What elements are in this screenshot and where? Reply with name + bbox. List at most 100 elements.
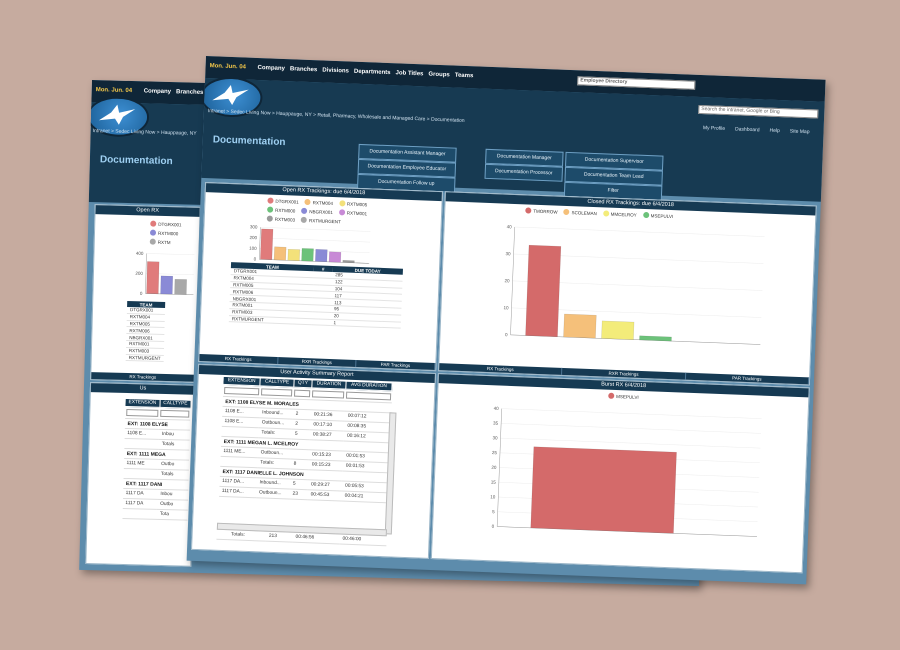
column-filter-input[interactable]: [160, 409, 190, 418]
utility-link[interactable]: Help: [769, 127, 780, 135]
site-search-input[interactable]: Search the intranet, Google or Bing: [698, 104, 819, 119]
table-cell: 00:04:21: [341, 491, 388, 503]
filter-cell: [159, 407, 191, 421]
bar-DTGRX001[interactable]: [146, 261, 160, 295]
panel-tabs: RX Trackings: [91, 372, 196, 382]
legend-item[interactable]: RXTM000: [267, 206, 295, 213]
bar-NBGRX001[interactable]: [315, 249, 328, 263]
nav-item-1[interactable]: Branches: [289, 66, 318, 74]
utility-link[interactable]: My Profile: [702, 125, 726, 132]
legend-label: DTGRX001: [275, 198, 299, 205]
panel-tab[interactable]: RX Trackings: [91, 372, 196, 382]
legend-item[interactable]: SCOLEMAN: [563, 208, 597, 216]
legend-item[interactable]: RXTMURGENT: [300, 216, 341, 225]
panel-tab[interactable]: PAR Trackings: [356, 360, 436, 371]
table-cell: 1117 DA...: [218, 486, 257, 498]
gridline: [500, 437, 761, 449]
legend-swatch: [338, 200, 346, 207]
legend-item[interactable]: RXTM003: [266, 215, 296, 223]
legend-label: RXTM000: [275, 207, 296, 214]
table-cell: 2: [292, 409, 311, 420]
bar-RXTM003[interactable]: [342, 260, 355, 264]
column-filter-input[interactable]: [125, 409, 159, 417]
legend-label: RXTM003: [274, 216, 296, 223]
bar-RXTM005[interactable]: [287, 248, 301, 261]
y-tick-label: 10: [503, 305, 509, 310]
bar-MSEPULVI[interactable]: [639, 335, 672, 342]
bar-RXTM[interactable]: [174, 278, 187, 295]
totals-cell: 213: [265, 531, 293, 543]
legend-item[interactable]: RXTM000: [149, 229, 178, 237]
nav-item-6[interactable]: Teams: [454, 72, 474, 80]
bar-DTGRX001[interactable]: [260, 228, 274, 260]
legend-item[interactable]: DTGRX001: [150, 220, 182, 228]
nav-item-1[interactable]: Branches: [175, 89, 204, 96]
nav-item-3[interactable]: Departments: [353, 68, 391, 77]
legend-swatch: [267, 197, 274, 204]
y-tick-label: 30: [506, 251, 512, 256]
y-tick-label: 15: [491, 480, 497, 485]
column-filter-input[interactable]: [260, 388, 293, 397]
legend-label: TMORROW: [533, 208, 558, 215]
table-cell: [311, 318, 331, 326]
legend-item[interactable]: MSEPULVI: [608, 392, 639, 400]
legend-item[interactable]: RXTM004: [304, 198, 334, 206]
company-logo: [199, 75, 264, 119]
bar-RXTM001[interactable]: [328, 251, 342, 263]
header-band: Intranet > Sedec Living Now > Hauppauge,…: [199, 75, 825, 202]
date-label: Mon. Jun. 04: [209, 63, 247, 71]
legend-label: MMCELROY: [610, 211, 637, 218]
totals-row: Tota: [122, 508, 189, 521]
column-filter-input[interactable]: [223, 386, 260, 396]
legend-item[interactable]: RXTM001: [338, 209, 367, 216]
bar-RXTM004[interactable]: [273, 246, 287, 261]
legend-label: NBGRX001: [309, 208, 333, 215]
burst-rx-chart: 0 5 10 15 20 25 30 35 40: [490, 406, 762, 537]
bar-RXTM000[interactable]: [160, 275, 174, 295]
bar-TMORROW[interactable]: [525, 244, 562, 337]
y-tick-label: 20: [491, 465, 497, 470]
bar-MMCELROY[interactable]: [601, 320, 635, 340]
bar-RXTM000[interactable]: [301, 248, 314, 262]
panel-tab[interactable]: RX Trackings: [199, 353, 279, 364]
nav-item-2[interactable]: Divisions: [322, 67, 350, 75]
doc-link-button[interactable]: Documentation Processor: [484, 163, 564, 182]
legend-label: RXTM004: [312, 199, 334, 206]
legend-swatch: [642, 211, 649, 219]
utility-link[interactable]: Dashboard: [734, 126, 760, 134]
legend-item[interactable]: MMCELROY: [602, 210, 637, 218]
nav-item-0[interactable]: Company: [257, 64, 286, 73]
y-tick-label: 200: [249, 235, 257, 240]
column-filter-input[interactable]: [312, 390, 345, 399]
legend-item[interactable]: MSEPULVI: [642, 211, 674, 219]
legend-item[interactable]: DTGRX001: [267, 197, 299, 205]
table-cell: 5: [291, 429, 311, 440]
legend-item[interactable]: NBGRX001: [301, 207, 333, 215]
bar-RXTMURGENT[interactable]: [356, 262, 369, 264]
column-filter-input[interactable]: [346, 391, 391, 401]
open-rx-chart: 0 200 400: [135, 251, 195, 296]
legend-item[interactable]: RXTM005: [338, 200, 367, 207]
panel-tab[interactable]: RXR Trackings: [277, 356, 357, 368]
nav-item-0[interactable]: Company: [143, 88, 172, 96]
nav-item-5[interactable]: Groups: [428, 71, 450, 79]
legend-swatch: [563, 208, 570, 216]
column-filter-input[interactable]: [294, 389, 311, 398]
bar-SCOLEMAN[interactable]: [563, 313, 597, 339]
filter-cell: [124, 406, 160, 420]
table-row[interactable]: RXTMURGENT: [125, 354, 164, 362]
totals-cell: [216, 529, 229, 540]
employee-directory-input[interactable]: Employee Directory: [577, 76, 696, 90]
nav-item-4[interactable]: Job Titles: [395, 70, 424, 78]
y-tick-label: 40: [494, 406, 500, 411]
y-tick-label: 30: [492, 435, 498, 440]
y-tick-label: 40: [507, 224, 513, 229]
main-nav: Company Branches Divisions Departments Job T…: [257, 65, 473, 79]
utility-link[interactable]: Site Map: [789, 128, 810, 136]
legend-item[interactable]: TMORROW: [525, 207, 558, 215]
open-rx-panel: Open RX Trackings: due 6/4/2018 DTGRX001…: [198, 182, 443, 372]
bar-MSEPULVI[interactable]: [530, 446, 677, 534]
gridline: [501, 423, 761, 434]
y-axis: [258, 227, 261, 260]
breadcrumb[interactable]: Intranet > Sedec Living Now > Hauppauge,…: [207, 108, 465, 124]
